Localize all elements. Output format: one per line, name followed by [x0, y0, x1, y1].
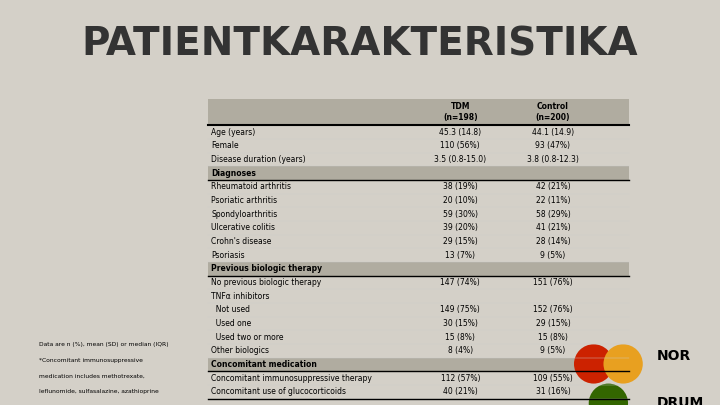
- Ellipse shape: [589, 384, 628, 405]
- Text: leflunomide, sulfasalazine, azathioprine: leflunomide, sulfasalazine, azathioprine: [39, 389, 159, 394]
- Text: Diagnoses: Diagnoses: [211, 169, 256, 178]
- Bar: [207, 262, 629, 276]
- Text: Other biologics: Other biologics: [211, 346, 269, 355]
- Text: 9 (5%): 9 (5%): [540, 346, 565, 355]
- Ellipse shape: [574, 344, 613, 384]
- Text: 15 (8%): 15 (8%): [446, 333, 475, 342]
- Bar: [207, 98, 629, 126]
- Text: 28 (14%): 28 (14%): [536, 237, 570, 246]
- Text: 152 (76%): 152 (76%): [533, 305, 572, 314]
- Text: 42 (21%): 42 (21%): [536, 182, 570, 192]
- Text: 44.1 (14.9): 44.1 (14.9): [532, 128, 574, 137]
- Text: 3.5 (0.8-15.0): 3.5 (0.8-15.0): [434, 155, 486, 164]
- Text: 41 (21%): 41 (21%): [536, 224, 570, 232]
- Text: *Concomitant immunosuppressive: *Concomitant immunosuppressive: [39, 358, 143, 362]
- Text: DRUM: DRUM: [657, 396, 703, 405]
- Text: Psoriasis: Psoriasis: [211, 251, 245, 260]
- Text: 151 (76%): 151 (76%): [533, 278, 572, 287]
- Text: 13 (7%): 13 (7%): [445, 251, 475, 260]
- Text: Crohn's disease: Crohn's disease: [211, 237, 271, 246]
- Text: 20 (10%): 20 (10%): [443, 196, 477, 205]
- Text: 147 (74%): 147 (74%): [441, 278, 480, 287]
- Ellipse shape: [603, 344, 643, 384]
- Text: 112 (57%): 112 (57%): [441, 374, 480, 383]
- Text: Control
(n=200): Control (n=200): [536, 102, 570, 122]
- Text: 149 (75%): 149 (75%): [441, 305, 480, 314]
- Text: Previous biologic therapy: Previous biologic therapy: [211, 264, 322, 273]
- Text: 110 (56%): 110 (56%): [441, 141, 480, 150]
- Text: Concomitant immunosuppressive therapy: Concomitant immunosuppressive therapy: [211, 374, 372, 383]
- Text: 31 (16%): 31 (16%): [536, 387, 570, 396]
- Text: 58 (29%): 58 (29%): [536, 210, 570, 219]
- Text: Concomitant use of glucocorticoids: Concomitant use of glucocorticoids: [211, 387, 346, 396]
- Bar: [207, 358, 629, 371]
- Text: 39 (20%): 39 (20%): [443, 224, 477, 232]
- Text: Disease duration (years): Disease duration (years): [211, 155, 306, 164]
- Text: Concomitant medication: Concomitant medication: [211, 360, 317, 369]
- Text: medication includes methotrexate,: medication includes methotrexate,: [39, 373, 145, 378]
- Text: Age (years): Age (years): [211, 128, 256, 137]
- Text: 15 (8%): 15 (8%): [538, 333, 568, 342]
- Text: 59 (30%): 59 (30%): [443, 210, 478, 219]
- Text: 93 (47%): 93 (47%): [536, 141, 570, 150]
- Text: 3.8 (0.8-12.3): 3.8 (0.8-12.3): [527, 155, 579, 164]
- Text: NOR: NOR: [657, 349, 690, 363]
- Text: 45.3 (14.8): 45.3 (14.8): [439, 128, 482, 137]
- Text: No previous biologic therapy: No previous biologic therapy: [211, 278, 321, 287]
- Text: 29 (15%): 29 (15%): [536, 319, 570, 328]
- Text: Data are n (%), mean (SD) or median (IQR): Data are n (%), mean (SD) or median (IQR…: [39, 342, 168, 347]
- Text: 8 (4%): 8 (4%): [448, 346, 473, 355]
- Text: 40 (21%): 40 (21%): [443, 387, 477, 396]
- Text: Female: Female: [211, 141, 238, 150]
- Text: 22 (11%): 22 (11%): [536, 196, 570, 205]
- Text: Psoriatic arthritis: Psoriatic arthritis: [211, 196, 277, 205]
- Text: TDM
(n=198): TDM (n=198): [443, 102, 477, 122]
- Bar: [207, 166, 629, 180]
- Text: Spondyloarthritis: Spondyloarthritis: [211, 210, 277, 219]
- Text: 38 (19%): 38 (19%): [443, 182, 477, 192]
- Text: 29 (15%): 29 (15%): [443, 237, 477, 246]
- Text: Rheumatoid arthritis: Rheumatoid arthritis: [211, 182, 291, 192]
- Text: Used one: Used one: [211, 319, 251, 328]
- Text: Ulcerative colitis: Ulcerative colitis: [211, 224, 275, 232]
- Text: PATIENTKARAKTERISTIKA: PATIENTKARAKTERISTIKA: [81, 26, 639, 64]
- Text: Used two or more: Used two or more: [211, 333, 284, 342]
- Text: 30 (15%): 30 (15%): [443, 319, 477, 328]
- Text: Not used: Not used: [211, 305, 250, 314]
- Text: 109 (55%): 109 (55%): [533, 374, 573, 383]
- Text: 9 (5%): 9 (5%): [540, 251, 565, 260]
- Text: TNFα inhibitors: TNFα inhibitors: [211, 292, 269, 301]
